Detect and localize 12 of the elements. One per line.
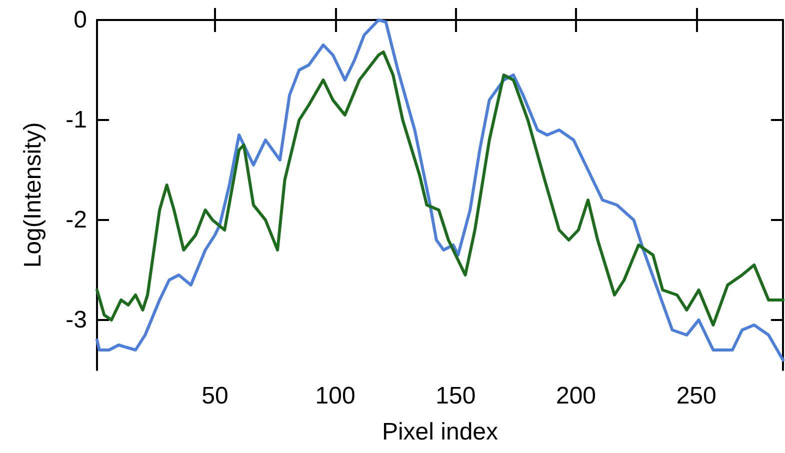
x-axis-title: Pixel index [382,418,498,446]
y-tick-label: -1 [66,106,87,134]
x-tick-label: 250 [676,382,716,410]
y-tick-label: 0 [74,6,87,34]
x-tick-label: 200 [556,382,596,410]
y-tick-label: -2 [66,206,87,234]
y-tick-label: -3 [66,306,87,334]
y-axis-title: Log(Intensity) [20,122,46,268]
x-tick-label: 50 [202,382,228,410]
x-tick-label: 100 [315,382,356,410]
line-series [96,50,784,326]
x-tick-label: 150 [436,382,476,410]
